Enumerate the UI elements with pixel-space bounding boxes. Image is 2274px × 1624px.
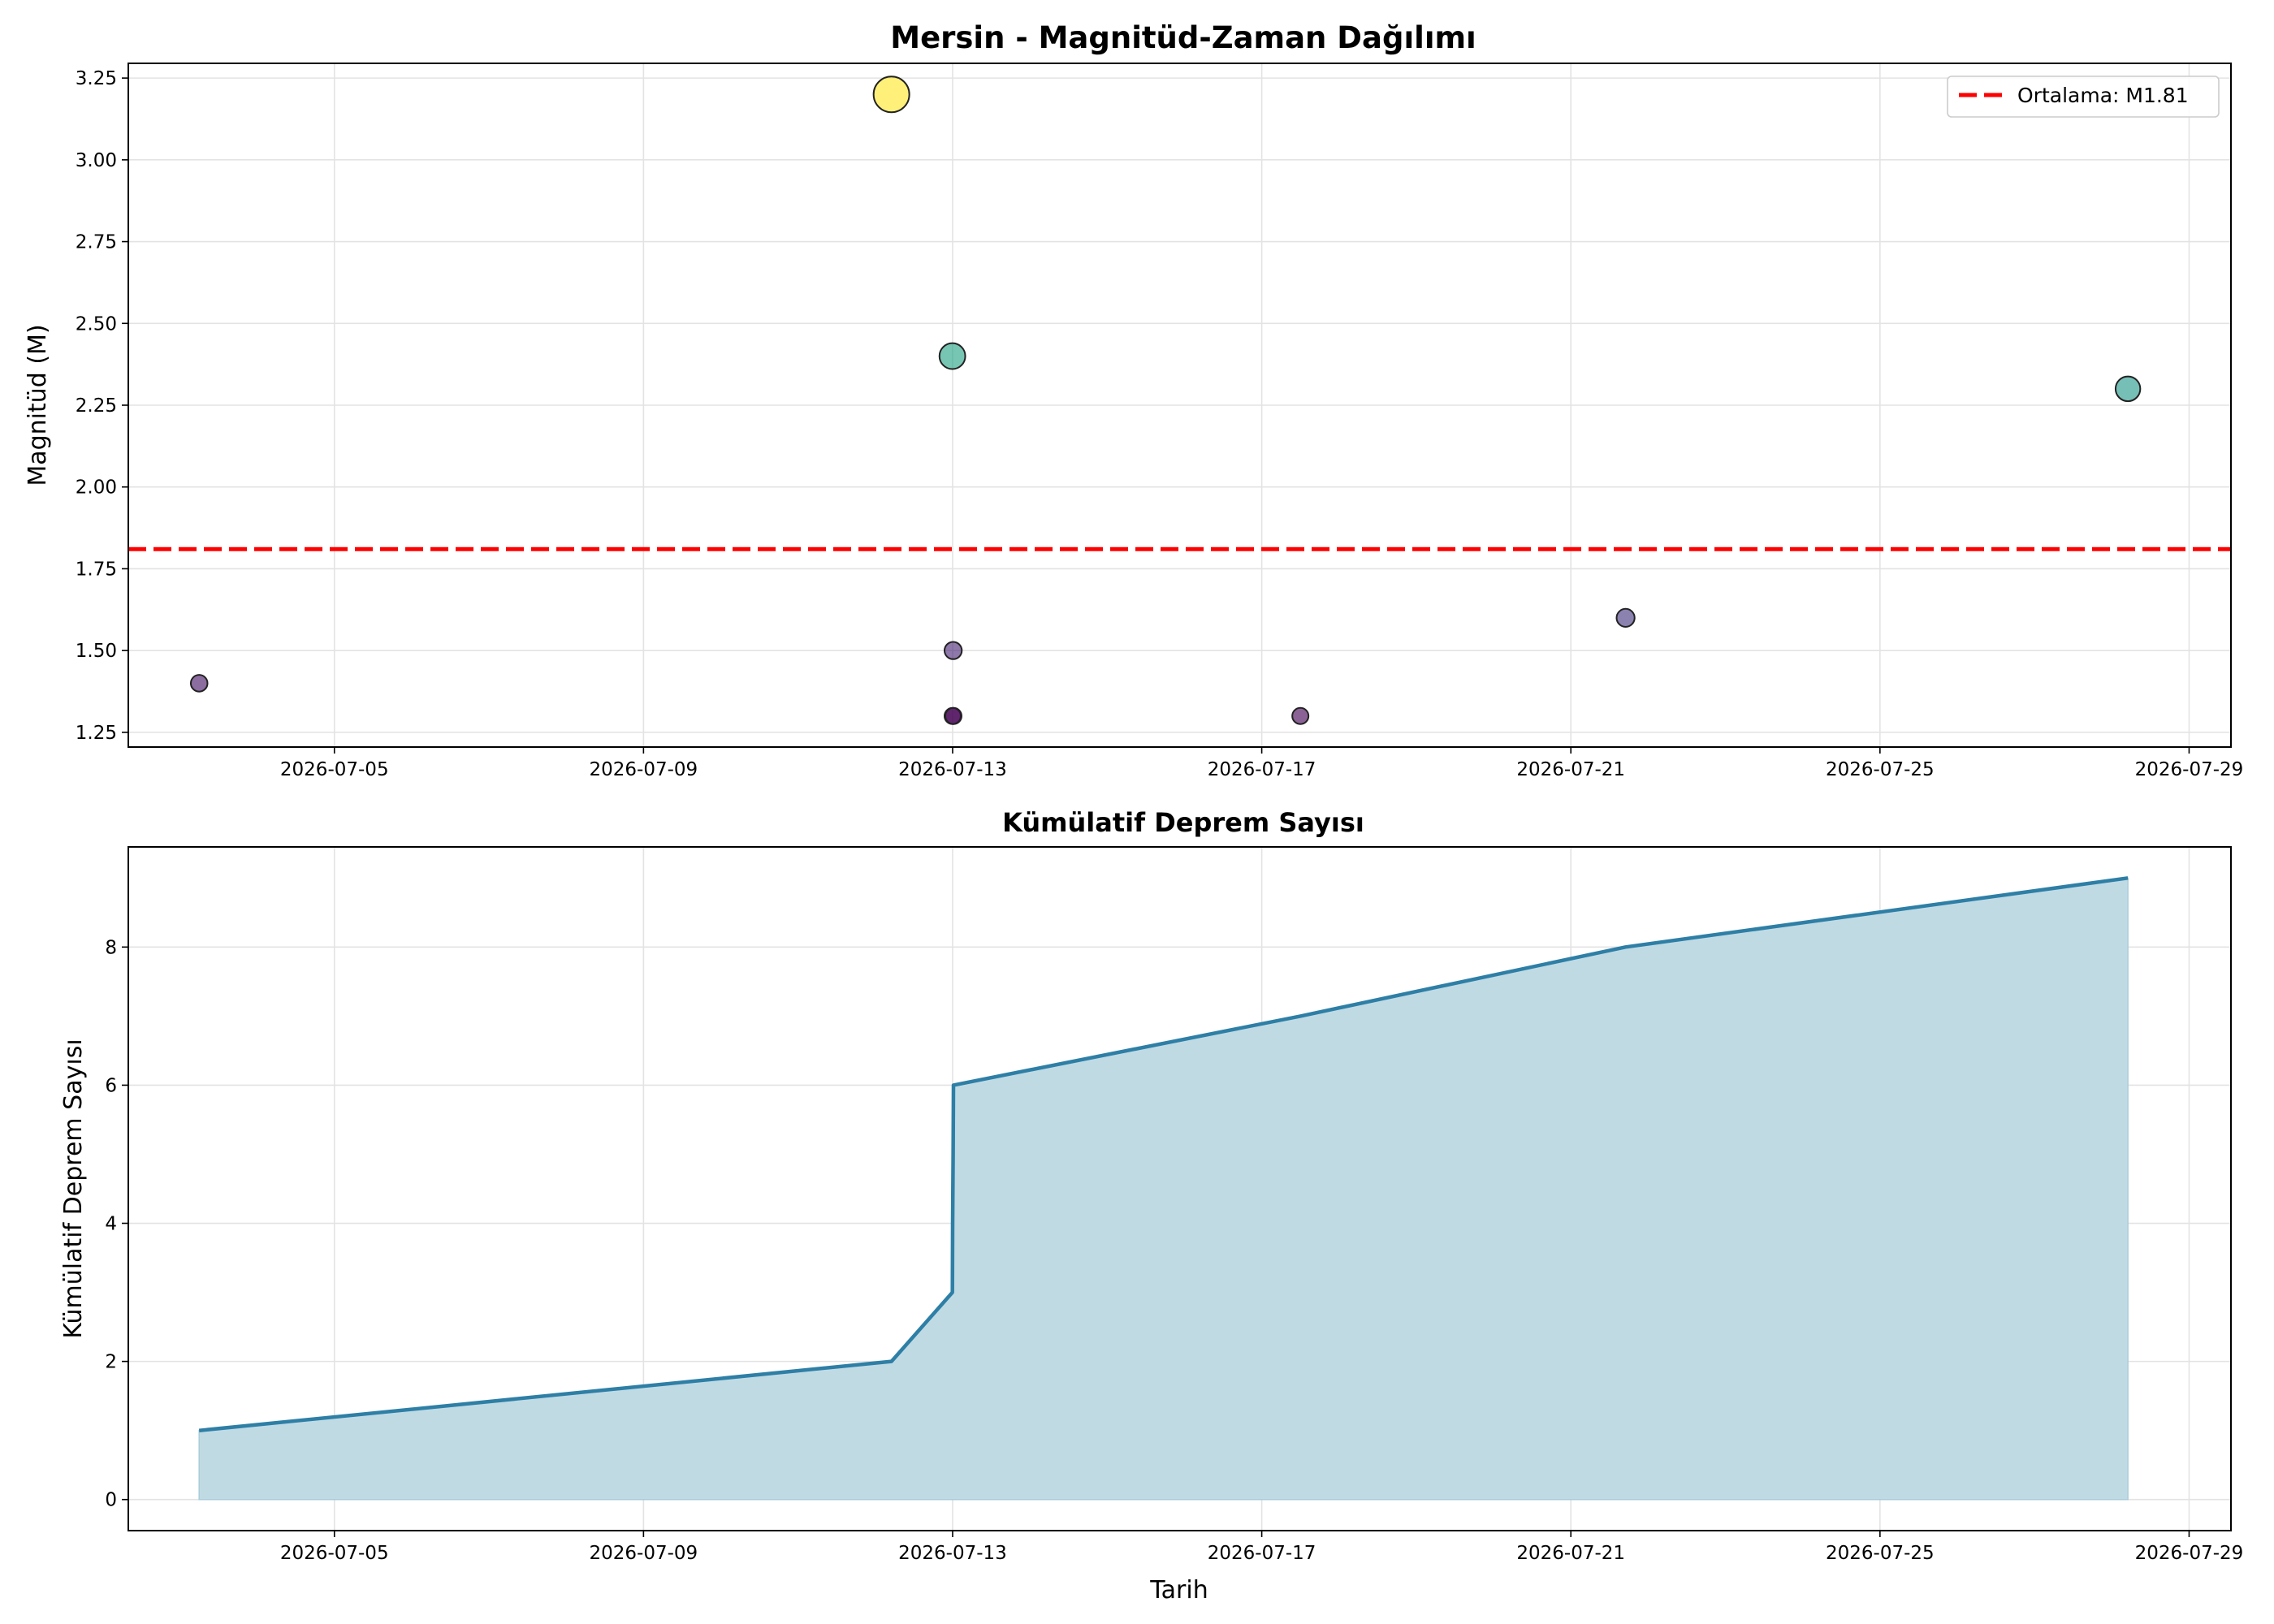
earthquake-point <box>872 76 910 114</box>
y-tick-label: 2.25 <box>76 395 117 417</box>
earthquake-point <box>1291 706 1310 725</box>
y-tick-label: 2.50 <box>76 313 117 335</box>
cumulative-chart-x-ticks: 2026-07-05 2026-07-09 2026-07-13 2026-07-17… <box>280 1531 2243 1564</box>
y-tick-label: 6 <box>105 1075 117 1096</box>
cumulative-chart-title: Kümülatif Deprem Sayısı <box>1002 807 1364 838</box>
x-tick-label: 2026-07-29 <box>2135 1543 2244 1564</box>
x-tick-label: 2026-07-09 <box>590 759 698 780</box>
magnitude-chart-y-ticks: 1.25 1.50 1.75 2.00 2.25 2.50 2.75 3.00 3.25 <box>76 68 128 744</box>
y-tick-label: 2 <box>105 1352 117 1373</box>
x-tick-label: 2026-07-29 <box>2135 759 2244 780</box>
x-tick-label: 2026-07-09 <box>590 1543 698 1564</box>
magnitude-time-chart: Mersin - Magnitüd-Zaman Dağılımı 2026-07… <box>24 20 2243 780</box>
x-tick-label: 2026-07-17 <box>1208 759 1316 780</box>
earthquake-point <box>944 641 963 660</box>
y-tick-label: 1.75 <box>76 559 117 580</box>
cumulative-x-axis-label: Tarih <box>1149 1576 1208 1605</box>
magnitude-points <box>189 76 2142 725</box>
y-tick-label: 3.25 <box>76 68 117 89</box>
earthquake-point <box>2114 375 2142 403</box>
cumulative-count-chart: Kümülatif Deprem Sayısı 2026-07-05 2026-0… <box>59 807 2243 1605</box>
earthquake-point <box>944 706 962 725</box>
earthquake-point <box>1615 607 1636 628</box>
cumulative-y-axis-label: Kümülatif Deprem Sayısı <box>59 1039 88 1338</box>
y-tick-label: 2.00 <box>76 477 117 499</box>
x-tick-label: 2026-07-05 <box>280 759 389 780</box>
cumulative-chart-y-ticks: 0 2 4 6 8 <box>105 937 128 1511</box>
x-tick-label: 2026-07-17 <box>1208 1543 1316 1564</box>
x-tick-label: 2026-07-21 <box>1516 1543 1625 1564</box>
x-tick-label: 2026-07-13 <box>898 1543 1007 1564</box>
y-tick-label: 2.75 <box>76 232 117 253</box>
x-tick-label: 2026-07-25 <box>1826 759 1935 780</box>
legend-mean-label: Ortalama: M1.81 <box>2017 84 2189 107</box>
magnitude-y-axis-label: Magnitüd (M) <box>24 324 52 486</box>
x-tick-label: 2026-07-25 <box>1826 1543 1935 1564</box>
x-tick-label: 2026-07-21 <box>1516 759 1625 780</box>
magnitude-legend: Ortalama: M1.81 <box>1947 76 2220 118</box>
magnitude-chart-x-ticks: 2026-07-05 2026-07-09 2026-07-13 2026-07-17… <box>280 747 2243 780</box>
cumulative-count-line <box>198 876 2129 1432</box>
x-tick-label: 2026-07-13 <box>898 759 1007 780</box>
cumulative-chart-frame <box>128 846 2232 1531</box>
y-tick-label: 3.00 <box>76 150 117 171</box>
y-tick-label: 4 <box>105 1214 117 1235</box>
y-tick-label: 8 <box>105 937 117 958</box>
x-tick-label: 2026-07-05 <box>280 1543 389 1564</box>
magnitude-chart-title: Mersin - Magnitüd-Zaman Dağılımı <box>890 20 1476 55</box>
legend-box <box>1947 76 2220 118</box>
magnitude-chart-grid <box>128 63 2231 747</box>
y-tick-label: 1.50 <box>76 641 117 662</box>
earthquake-point <box>938 342 966 370</box>
y-tick-label: 1.25 <box>76 723 117 744</box>
y-tick-label: 0 <box>105 1490 117 1511</box>
earthquake-point <box>189 674 209 693</box>
